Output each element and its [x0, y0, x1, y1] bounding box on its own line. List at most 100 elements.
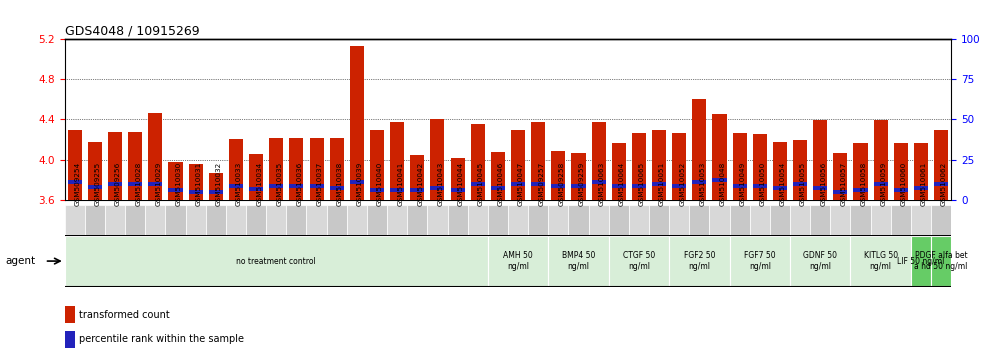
Bar: [773, 142, 787, 200]
Bar: [165, 205, 185, 280]
Text: GSM510051: GSM510051: [659, 162, 665, 206]
Text: GSM510053: GSM510053: [699, 162, 705, 206]
Text: GSM510034: GSM510034: [256, 162, 262, 206]
Bar: [934, 182, 948, 186]
Bar: [290, 184, 304, 188]
Text: GSM509257: GSM509257: [538, 162, 544, 206]
Bar: [569, 205, 589, 280]
Bar: [491, 185, 505, 190]
Bar: [793, 139, 807, 200]
Text: GSM510064: GSM510064: [619, 162, 624, 206]
Text: GSM510032: GSM510032: [216, 162, 222, 206]
Bar: [290, 138, 304, 200]
Bar: [269, 184, 283, 188]
Bar: [488, 205, 508, 280]
Bar: [209, 173, 223, 200]
Bar: [612, 143, 625, 200]
Bar: [813, 120, 828, 200]
Text: KITLG 50
ng/ml: KITLG 50 ng/ml: [864, 251, 897, 271]
Text: no treatment control: no treatment control: [236, 257, 316, 266]
Bar: [350, 179, 364, 184]
Bar: [592, 179, 606, 184]
Text: GSM510056: GSM510056: [821, 162, 827, 206]
Bar: [631, 184, 646, 188]
Bar: [511, 182, 525, 186]
Bar: [468, 205, 488, 280]
Bar: [773, 185, 787, 190]
Bar: [450, 158, 465, 200]
Bar: [730, 236, 790, 286]
Text: GSM510035: GSM510035: [276, 162, 282, 206]
Bar: [410, 155, 424, 200]
Bar: [712, 178, 726, 182]
Bar: [750, 205, 770, 280]
Text: GSM509258: GSM509258: [559, 162, 565, 206]
Bar: [108, 182, 123, 186]
Text: FGF7 50
ng/ml: FGF7 50 ng/ml: [744, 251, 776, 271]
Bar: [770, 205, 790, 280]
Text: BMP4 50
ng/ml: BMP4 50 ng/ml: [562, 251, 596, 271]
Bar: [531, 182, 545, 186]
Bar: [145, 205, 165, 280]
Bar: [330, 138, 344, 200]
Bar: [753, 184, 767, 188]
Bar: [327, 205, 347, 280]
Text: GSM510048: GSM510048: [719, 162, 725, 206]
Bar: [65, 306, 75, 323]
Bar: [873, 120, 887, 200]
Bar: [229, 184, 243, 188]
Bar: [548, 205, 569, 280]
Text: PDGF alfa bet
a hd 50 ng/ml: PDGF alfa bet a hd 50 ng/ml: [914, 251, 968, 271]
Text: GSM510062: GSM510062: [941, 162, 947, 206]
Text: GSM510028: GSM510028: [135, 162, 141, 206]
Bar: [733, 184, 747, 188]
Text: GSM510052: GSM510052: [679, 162, 685, 206]
Bar: [672, 184, 686, 188]
Bar: [692, 99, 706, 200]
Text: GSM510029: GSM510029: [155, 162, 161, 206]
Bar: [669, 205, 689, 280]
Bar: [511, 130, 525, 200]
Text: GSM509255: GSM509255: [95, 162, 101, 206]
Bar: [105, 205, 125, 280]
Bar: [370, 188, 384, 192]
Text: GSM510045: GSM510045: [478, 162, 484, 206]
Bar: [649, 205, 669, 280]
Bar: [206, 205, 226, 280]
Bar: [447, 205, 468, 280]
Text: GSM510039: GSM510039: [357, 162, 363, 206]
Bar: [350, 46, 364, 200]
Bar: [226, 205, 246, 280]
Text: GSM510030: GSM510030: [175, 162, 181, 206]
Bar: [65, 236, 488, 286]
Bar: [572, 153, 586, 200]
Text: GSM509259: GSM509259: [579, 162, 585, 206]
Bar: [407, 205, 427, 280]
Text: GSM509254: GSM509254: [75, 162, 81, 206]
Bar: [68, 130, 82, 200]
Bar: [128, 132, 142, 200]
Bar: [572, 184, 586, 188]
Bar: [873, 182, 887, 186]
Bar: [548, 236, 609, 286]
Bar: [108, 132, 123, 200]
Bar: [652, 182, 666, 186]
Text: GSM510050: GSM510050: [760, 162, 766, 206]
Bar: [65, 331, 75, 348]
Text: GSM510036: GSM510036: [297, 162, 303, 206]
Bar: [914, 143, 928, 200]
Text: GSM510061: GSM510061: [921, 162, 927, 206]
Bar: [893, 188, 908, 192]
Bar: [209, 190, 223, 194]
Bar: [387, 205, 407, 280]
Bar: [911, 236, 931, 286]
Bar: [168, 188, 182, 192]
Bar: [893, 143, 908, 200]
Text: GSM509256: GSM509256: [116, 162, 122, 206]
Bar: [310, 138, 324, 200]
Bar: [307, 205, 327, 280]
Text: GDS4048 / 10915269: GDS4048 / 10915269: [65, 25, 199, 38]
Bar: [931, 236, 951, 286]
Bar: [592, 122, 606, 200]
Bar: [128, 182, 142, 186]
